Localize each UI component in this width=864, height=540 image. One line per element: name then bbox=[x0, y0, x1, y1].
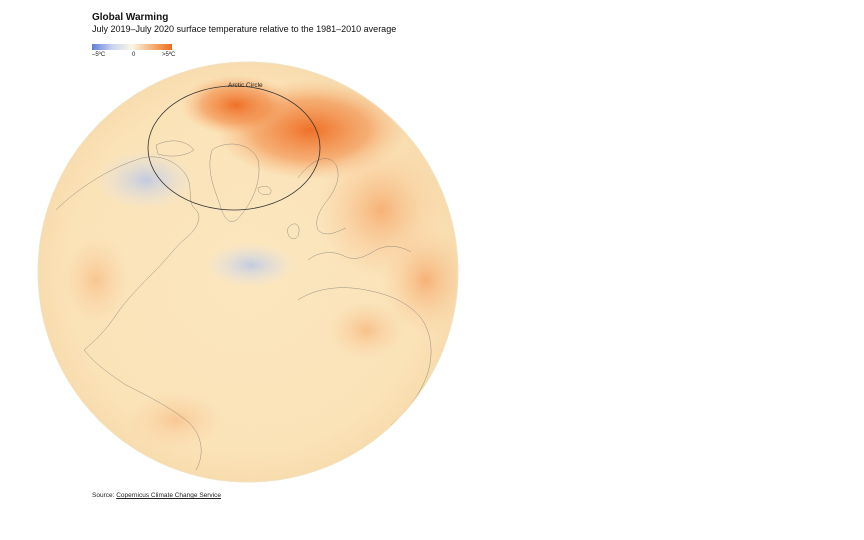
africa-warm-anomaly bbox=[326, 300, 406, 360]
legend-gradient-bar bbox=[92, 44, 172, 50]
us-warm-anomaly bbox=[61, 235, 131, 325]
globe-svg: Arctic Circle bbox=[37, 61, 459, 483]
legend-mid-label: 0 bbox=[132, 52, 136, 58]
south-america-outline bbox=[83, 349, 202, 471]
source-prefix: Source: bbox=[92, 492, 115, 499]
page-subtitle: July 2019–July 2020 surface temperature … bbox=[92, 24, 397, 34]
source-link[interactable]: Copernicus Climate Change Service bbox=[116, 492, 221, 499]
legend-min-label: –5ºC bbox=[92, 52, 106, 58]
arctic-circle-line bbox=[147, 85, 321, 211]
color-legend: –5ºC 0 >5ºC bbox=[92, 44, 176, 60]
globe-map: Arctic Circle bbox=[36, 60, 460, 484]
south-america-warm-anomaly bbox=[126, 390, 226, 450]
arctic-islands-outline bbox=[155, 140, 195, 157]
middle-east-warm-anomaly bbox=[381, 225, 458, 335]
africa-outline bbox=[297, 287, 432, 426]
north-america-outline bbox=[55, 156, 200, 351]
mediterranean-outline bbox=[307, 246, 412, 261]
coastlines bbox=[55, 140, 432, 471]
source-note: Source: Copernicus Climate Change Servic… bbox=[92, 492, 221, 499]
north-atlantic-cold-anomaly bbox=[206, 243, 296, 287]
legend-max-label: >5ºC bbox=[162, 52, 176, 58]
chart-header: Global Warming July 2019–July 2020 surfa… bbox=[92, 12, 396, 35]
iceland-outline bbox=[257, 186, 272, 195]
globe-edge bbox=[37, 61, 459, 483]
temperature-anomaly-layer bbox=[61, 75, 458, 450]
page-title: Global Warming bbox=[92, 12, 169, 23]
arctic-hot-anomaly bbox=[181, 75, 291, 135]
canada-cold-anomaly bbox=[96, 150, 196, 210]
legend-labels: –5ºC 0 >5ºC bbox=[92, 50, 176, 60]
arctic-circle-label: Arctic Circle bbox=[228, 82, 263, 89]
